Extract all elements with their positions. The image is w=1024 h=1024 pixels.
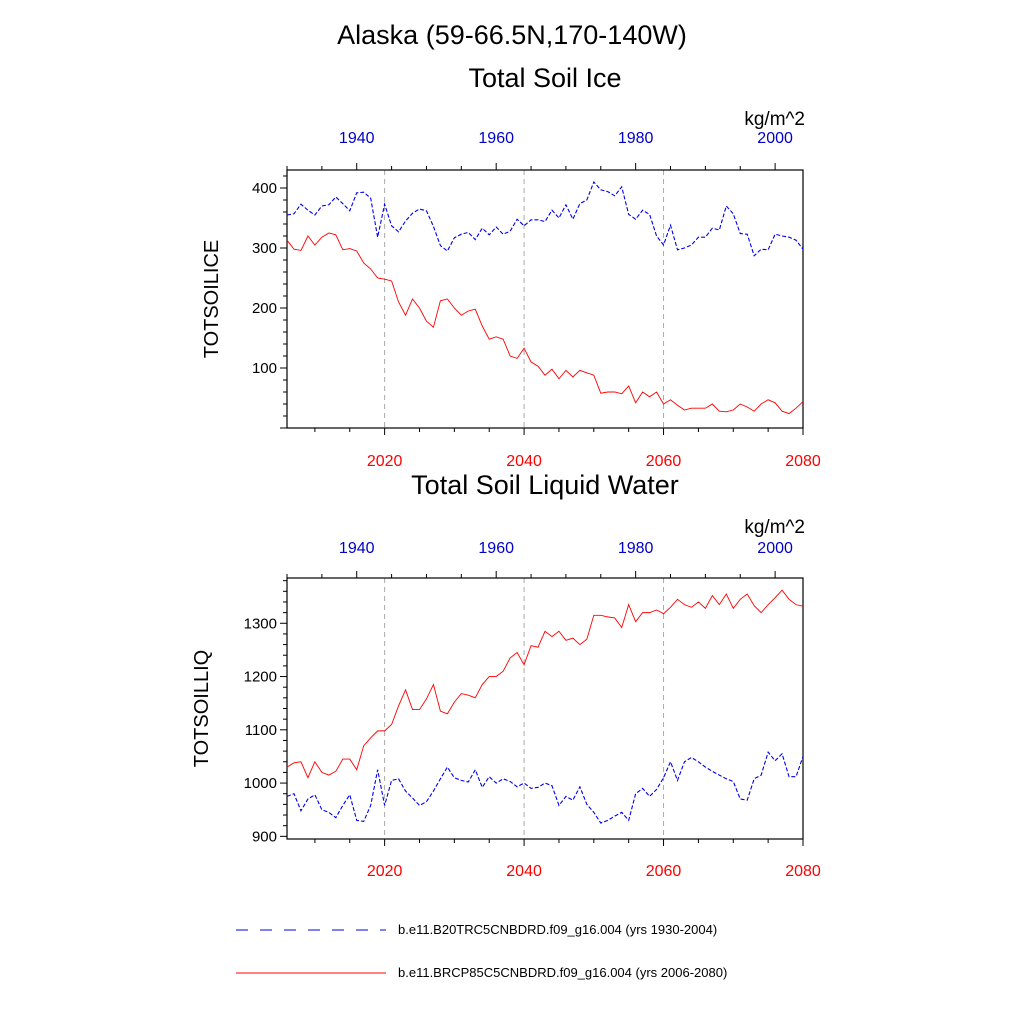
legend-historical-label: b.e11.B20TRC5CNBDRD.f09_g16.004 (yrs 193… [398,922,717,937]
units-label: kg/m^2 [744,109,805,130]
panel-title: Total Soil Liquid Water [411,470,679,500]
x-top-tick-label: 1940 [339,130,375,147]
y-axis-label: TOTSOILICE [201,240,223,359]
y-axis-label: TOTSOILLIQ [191,650,213,767]
legend: b.e11.B20TRC5CNBDRD.f09_g16.004 (yrs 193… [236,922,727,980]
x-top-tick-label: 1940 [339,540,375,557]
x-top-tick-label: 2000 [757,540,793,557]
y-tick-label: 900 [252,828,277,845]
x-top-tick-label: 2000 [757,130,793,147]
y-tick-label: 100 [252,360,277,377]
x-top-tick-label: 1980 [618,540,654,557]
y-tick-label: 400 [252,180,277,197]
y-tick-label: 300 [252,240,277,257]
soil-ice-panel: Total Soil Ice kg/m^2 TOTSOILICE 100 200 300 4… [201,63,821,470]
units-label: kg/m^2 [744,517,805,538]
x-bottom-tick-label: 2080 [785,863,821,880]
x-bottom-tick-label: 2060 [646,863,682,880]
x-bottom-tick-label: 2020 [367,863,403,880]
x-top-tick-label: 1960 [478,540,514,557]
plot-frame [286,169,804,429]
future-series-line [286,232,804,415]
x-top-tick-label: 1980 [618,130,654,147]
x-bottom-tick-label: 2040 [506,453,542,470]
y-tick-label: 200 [252,300,277,317]
legend-future-label: b.e11.BRCP85C5CNBDRD.f09_g16.004 (yrs 20… [398,965,727,980]
panel-title: Total Soil Ice [468,63,621,93]
soil-liquid-panel: Total Soil Liquid Water kg/m^2 TOTSOILLIQ 9… [191,470,821,880]
x-top-tick-label: 1960 [478,130,514,147]
historical-series-line [286,751,804,824]
future-series-line [286,589,804,779]
x-bottom-tick-label: 2060 [646,453,682,470]
x-bottom-tick-label: 2080 [785,453,821,470]
plot-frame [286,577,804,840]
historical-series-line [286,180,804,257]
y-tick-label: 1100 [245,722,277,739]
y-tick-label: 1300 [244,615,277,632]
x-bottom-tick-label: 2020 [367,453,403,470]
y-tick-label: 1200 [244,669,277,686]
figure-title: Alaska (59-66.5N,170-140W) [337,20,687,50]
y-tick-label: 1000 [244,775,277,792]
x-bottom-tick-label: 2040 [506,863,542,880]
